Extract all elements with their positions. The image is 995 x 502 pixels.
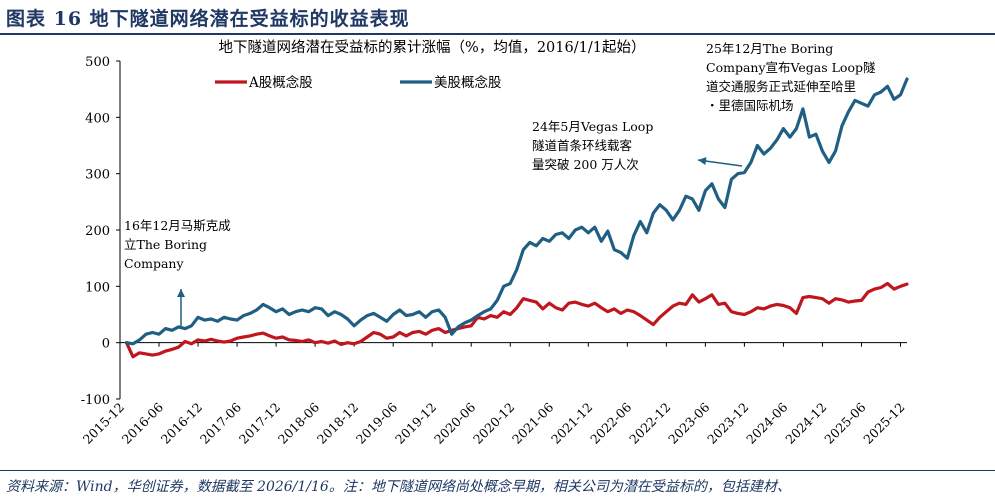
annotation-text: 16年12月马斯克成 [124, 218, 231, 233]
x-tick-label: 2019-06 [353, 399, 400, 446]
annotation-text: 25年12月The Boring [706, 41, 833, 56]
chart-title: 地下隧道网络潜在受益标的累计涨幅（%，均值，2016/1/1起始） [219, 39, 646, 56]
x-tick-label: 2017-12 [236, 400, 283, 447]
x-tick-label: 2016-06 [119, 399, 166, 446]
y-tick-label: 200 [85, 224, 110, 239]
y-tick-label: 300 [85, 168, 110, 183]
x-tick-label: 2018-12 [314, 400, 361, 447]
figure-title: 图表 16 地下隧道网络潜在受益标的收益表现 [6, 8, 410, 30]
annotation-arrow-2016-head [177, 289, 185, 297]
a-share-series-line [124, 281, 909, 359]
x-tick-label: 2022-12 [626, 400, 673, 447]
x-tick-label: 2023-06 [665, 399, 712, 446]
x-tick-label: 2020-12 [470, 400, 517, 447]
annotation-text: 24年5月Vegas Loop [532, 119, 653, 134]
x-tick-label: 2019-12 [392, 400, 439, 447]
x-tick-label: 2021-06 [509, 399, 556, 446]
x-tick-label: 2021-12 [548, 400, 595, 447]
cumulative-return-chart: 地下隧道网络潜在受益标的累计涨幅（%，均值，2016/1/1起始） -10001… [80, 39, 909, 447]
y-tick-label: 500 [85, 55, 110, 70]
y-tick-label: 100 [85, 280, 110, 295]
x-tick-label: 2025-06 [821, 399, 868, 446]
legend-label-us-share: 美股概念股 [434, 74, 502, 91]
annotation-text: 立The Boring [124, 237, 207, 252]
x-tick-label: 2018-06 [275, 399, 322, 446]
x-tick-label: 2023-12 [704, 400, 751, 447]
annotation-arrow-2024-head [698, 157, 707, 166]
annotation-text: 量突破 200 万人次 [532, 157, 639, 172]
y-tick-label: 0 [102, 337, 110, 352]
x-tick-label: 2016-12 [158, 400, 205, 447]
annotation-text: 道交通服务正式延伸至哈里 [706, 79, 856, 94]
x-tick-label: 2022-06 [587, 399, 634, 446]
x-tick-label: 2024-12 [782, 400, 829, 447]
x-tick-label: 2017-06 [197, 399, 244, 446]
y-tick-label: 400 [85, 111, 110, 126]
x-tick-label: 2025-12 [860, 400, 907, 447]
report-header: 图表 16 地下隧道网络潜在受益标的收益表现 [0, 0, 995, 35]
x-tick-label: 2024-06 [743, 399, 790, 446]
annotation-text: Company [124, 256, 184, 271]
header-divider [0, 33, 995, 35]
footer-divider [0, 470, 995, 471]
annotation-text: 隧道首条环线载客 [532, 138, 633, 153]
legend-label-a-share: A股概念股 [248, 74, 313, 91]
x-tick-label: 2020-06 [431, 399, 478, 446]
us-share-series-line [124, 77, 909, 346]
source-note: 资料来源：Wind，华创证券，数据截至 2026/1/16。注：地下隧道网络尚处… [6, 479, 791, 495]
annotation-text: Company宣布Vegas Loop隧 [706, 60, 876, 75]
y-tick-label: -100 [81, 393, 110, 408]
annotation-text: ・里德国际机场 [706, 98, 794, 113]
series-lines [124, 77, 909, 359]
legend: A股概念股 美股概念股 [215, 74, 502, 91]
